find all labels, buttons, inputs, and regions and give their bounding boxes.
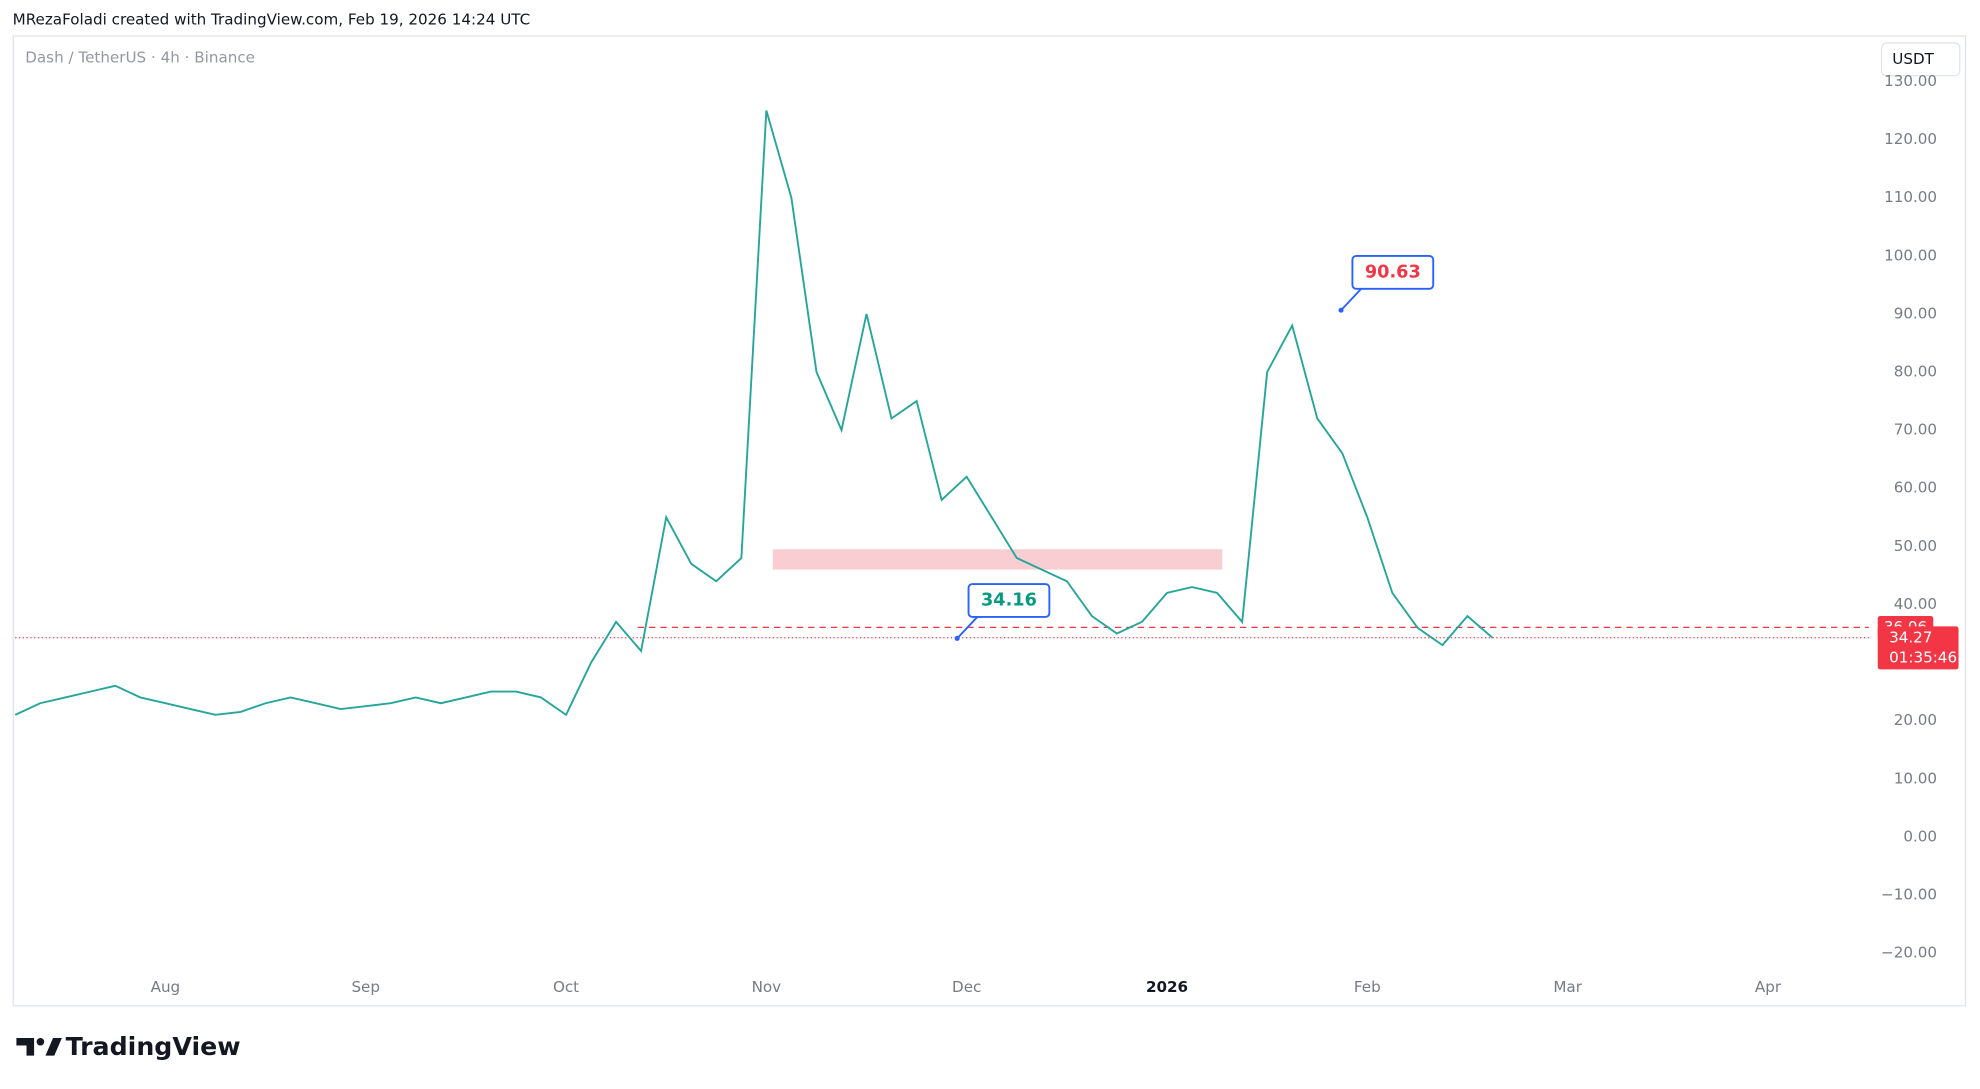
y-tick-label: −20.00 xyxy=(1881,944,1937,962)
x-tick-label: 2026 xyxy=(1146,978,1188,996)
x-tick-label: Nov xyxy=(752,978,782,996)
logo-icon xyxy=(16,1037,62,1056)
y-tick-label: 40.00 xyxy=(1894,595,1937,613)
y-tick-label: 80.00 xyxy=(1894,363,1937,381)
y-tick-label: 70.00 xyxy=(1894,421,1937,439)
price-label-box xyxy=(1877,626,1959,670)
x-tick-label: Oct xyxy=(553,978,579,996)
y-tick-label: 90.00 xyxy=(1894,304,1937,322)
y-tick-label: 120.00 xyxy=(1884,130,1937,148)
x-tick-label: Feb xyxy=(1354,978,1381,996)
price-label: 34.27 xyxy=(1889,628,1932,646)
logo: TradingView xyxy=(66,1032,241,1061)
chart-title: Dash / TetherUS · 4h · Binance xyxy=(25,49,255,67)
x-tick-label: Aug xyxy=(151,978,181,996)
price-line-series xyxy=(14,110,1494,717)
annotation-pointer xyxy=(1340,288,1362,311)
annotation-box xyxy=(967,583,1051,618)
credit: MRezaFoladi created with TradingView.com… xyxy=(13,11,531,29)
y-tick-label: 20.00 xyxy=(1894,711,1937,729)
chart-frame xyxy=(12,35,1967,1007)
y-tick-label: −10.00 xyxy=(1881,886,1937,904)
annotation-label: 90.63 xyxy=(1365,262,1421,282)
y-tick-label: 60.00 xyxy=(1894,479,1937,497)
x-tick-label: Sep xyxy=(351,978,380,996)
y-tick-label: 10.00 xyxy=(1894,769,1937,787)
y-tick-label: 100.00 xyxy=(1884,246,1937,264)
y-tick-label: 0.00 xyxy=(1903,827,1937,845)
y-tick-label: 50.00 xyxy=(1894,537,1937,555)
annotation-box xyxy=(1351,255,1435,290)
x-tick-label: Apr xyxy=(1755,978,1782,996)
currency[interactable]: USDT xyxy=(1892,50,1934,68)
x-tick-label: Dec xyxy=(952,978,981,996)
y-tick-label: 130.00 xyxy=(1884,72,1937,90)
x-tick-label: Mar xyxy=(1553,978,1582,996)
zone xyxy=(772,549,1223,570)
y-tick-label: 110.00 xyxy=(1884,188,1937,206)
currency-button[interactable] xyxy=(1880,42,1961,77)
countdown: 01:35:46 xyxy=(1889,648,1957,666)
annotation-label: 34.16 xyxy=(981,591,1037,611)
annotation-pointer xyxy=(956,616,979,640)
